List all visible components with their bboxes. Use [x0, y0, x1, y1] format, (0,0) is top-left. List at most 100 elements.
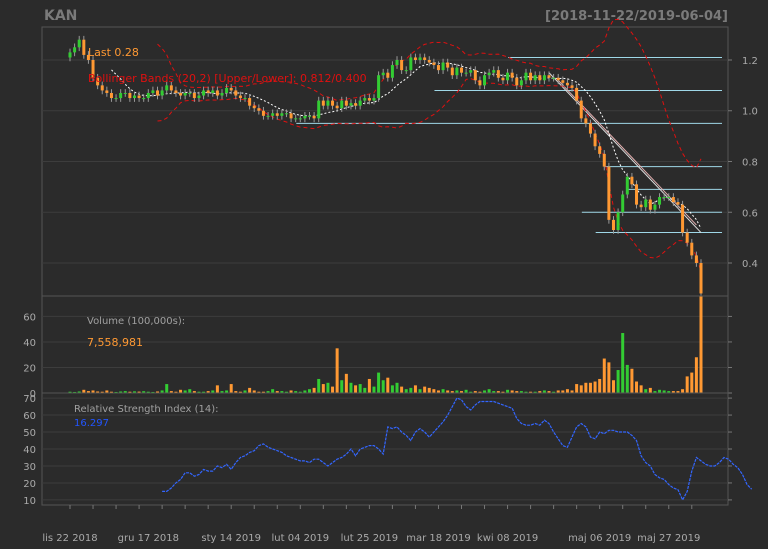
candle-body	[109, 92, 113, 99]
candle-body	[298, 118, 302, 120]
volume-bar	[266, 391, 270, 393]
volume-bar	[616, 370, 620, 393]
candle-body	[423, 57, 427, 60]
volume-tick-label: 20	[23, 363, 36, 374]
candle-body	[671, 197, 675, 203]
bollinger-upper-line	[157, 18, 702, 169]
candle-body	[68, 52, 72, 58]
volume-bar	[478, 391, 482, 393]
volume-bar	[146, 391, 150, 393]
candle-body	[450, 67, 454, 76]
volume-bar	[344, 373, 348, 393]
candle-body	[519, 80, 523, 86]
x-tick-label: lis 22 2018	[42, 533, 97, 544]
volume-bar	[685, 376, 689, 393]
candle-body	[478, 80, 482, 86]
candle-body	[418, 57, 422, 60]
volume-bar	[294, 391, 298, 393]
candle-body	[432, 62, 436, 66]
candle-body	[86, 54, 90, 60]
candle-body	[616, 212, 620, 231]
candle-body	[261, 110, 265, 116]
candle-body	[77, 39, 81, 48]
volume-bar	[192, 391, 196, 393]
candle-body	[367, 98, 371, 101]
volume-bar	[280, 391, 284, 393]
rsi-tick-label: 10	[23, 496, 36, 507]
volume-bar	[552, 391, 556, 393]
candle-body	[584, 118, 588, 124]
rsi-panel: 10 20 30 40 50 60 70	[23, 392, 753, 507]
candle-body	[483, 75, 487, 86]
bollinger-lower-line	[157, 78, 702, 273]
candle-body	[202, 90, 206, 96]
volume-bar	[123, 391, 127, 393]
candle-body	[556, 77, 560, 81]
candle-body	[524, 72, 528, 81]
candle-body	[312, 115, 316, 119]
candle-body	[496, 70, 500, 78]
candle-body	[436, 65, 440, 71]
volume-bar	[82, 389, 86, 393]
volume-bar	[588, 382, 592, 393]
candle-body	[169, 85, 173, 91]
volume-bar	[487, 389, 491, 393]
candle-body	[335, 105, 339, 109]
candle-body	[533, 75, 537, 81]
candle-body	[114, 98, 118, 100]
candle-body	[82, 39, 86, 55]
candle-body	[667, 197, 671, 199]
candle-body	[441, 62, 445, 71]
volume-bar	[308, 389, 312, 393]
volume-bar	[257, 391, 261, 393]
volume-bar	[215, 385, 219, 393]
volume-bar	[68, 391, 72, 393]
rsi-value: 16.297	[74, 418, 109, 429]
moving-average-line	[111, 62, 702, 229]
candle-body	[681, 204, 685, 233]
x-tick-label: maj 27 2019	[637, 533, 700, 544]
volume-bar	[367, 378, 371, 393]
volume-bar	[400, 386, 404, 393]
volume-bar	[271, 389, 275, 393]
candle-body	[280, 113, 284, 116]
candle-body	[225, 87, 229, 93]
volume-bar	[542, 390, 546, 393]
candle-body	[91, 59, 95, 78]
volume-bar	[284, 391, 288, 393]
rsi-tick-label: 70	[23, 394, 36, 405]
volume-bar	[114, 391, 118, 393]
candle-body	[547, 75, 551, 78]
volume-bar	[598, 378, 602, 393]
candle-body	[487, 72, 491, 76]
volume-bar	[492, 391, 496, 393]
volume-bar	[667, 391, 671, 393]
candle-body	[197, 95, 201, 99]
candle-body	[381, 72, 385, 76]
volume-bar	[501, 391, 505, 393]
volume-bar	[427, 387, 431, 393]
volume-bar	[109, 391, 113, 393]
volume-bar	[575, 384, 579, 393]
candle-body	[238, 95, 242, 99]
candle-body	[492, 70, 496, 73]
x-tick-label: gru 17 2018	[118, 533, 179, 544]
volume-bar	[261, 391, 265, 393]
price-panel: 0.4 0.6 0.8 1.0 1.2	[41, 18, 758, 298]
volume-bar	[441, 389, 445, 393]
volume-bar	[132, 391, 136, 393]
x-tick-label: kwi 08 2019	[477, 533, 538, 544]
volume-bar	[128, 391, 132, 393]
candle-body	[294, 118, 298, 120]
volume-bar	[565, 389, 569, 393]
candle-body	[588, 123, 592, 134]
volume-bar	[506, 389, 510, 393]
candle-body	[676, 202, 680, 205]
ticker-title: KAN	[44, 8, 77, 24]
volume-bar	[160, 390, 164, 393]
candle-body	[593, 133, 597, 147]
candle-body	[151, 90, 155, 93]
candle-body	[179, 92, 183, 96]
candle-body	[340, 100, 344, 109]
volume-bar	[165, 384, 169, 393]
